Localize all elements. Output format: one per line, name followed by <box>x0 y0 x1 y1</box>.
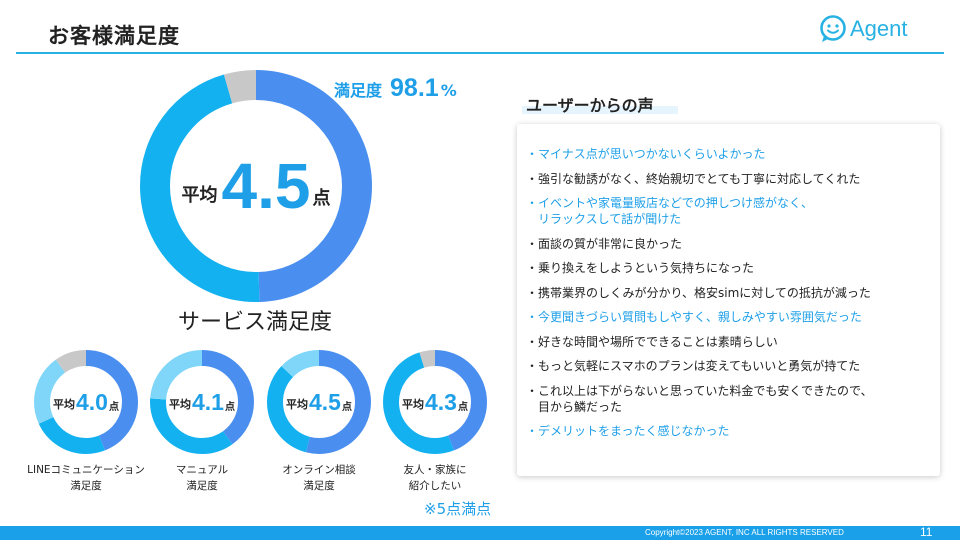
voice-list: ・マイナス点が思いつかないくらいよかった・強引な勧誘がなく、終始親切でとても丁寧… <box>526 146 936 448</box>
score-suffix: 点 <box>341 401 352 413</box>
line-communication-label: LINEコミュニケーション 満足度 <box>27 464 145 492</box>
score-suffix: 点 <box>224 401 235 413</box>
voice-item: ・携帯業界のしくみが分かり、格安simに対しての抵抗が減った <box>526 285 871 300</box>
service-satisfaction-title: サービス満足度 <box>178 310 333 335</box>
score-prefix: 平均 <box>169 397 191 411</box>
donut-slice-2 <box>34 350 138 454</box>
referral-score: 平均 4.3 点 <box>383 350 487 454</box>
voice-card <box>517 124 940 476</box>
line-communication-donut <box>34 350 138 454</box>
copyright-text: Copyright©2023 AGENT, INC ALL RIGHTS RES… <box>645 528 844 537</box>
score-prefix: 平均 <box>286 397 308 411</box>
score-prefix: 平均 <box>53 397 75 411</box>
voice-item: ・乗り換えをしようという気持ちになった <box>526 261 755 275</box>
online-consultation-donut <box>267 350 371 454</box>
voice-item: ・マイナス点が思いつかないくらいよかった <box>526 147 766 161</box>
overall-score: 平均 4.5 点 <box>140 70 372 302</box>
satisfaction-value: 98.1 <box>390 74 439 102</box>
donut-slice-3 <box>34 350 138 454</box>
donut-slice-2 <box>140 70 372 302</box>
score-value: 4.1 <box>192 388 224 415</box>
voice-item: ・イベントや家電量販店などでの押しつけ感がなく、 リラックスして話が聞けた <box>526 196 814 226</box>
donut-slice-4 <box>34 350 138 454</box>
voice-item: ・好きな時間や場所でできることは素晴らしい <box>526 334 778 349</box>
donut-slice-2 <box>150 350 254 454</box>
donut-slice-3 <box>383 350 487 454</box>
referral-label: 友人・家族に 紹介したい <box>403 464 467 492</box>
logo-text: Agent <box>850 16 908 41</box>
overall-score-prefix: 平均 <box>181 185 218 206</box>
voice-title: ユーザーからの声 <box>526 96 654 115</box>
footer-bar <box>0 526 960 540</box>
page-title: お客様満足度 <box>48 24 180 48</box>
manual-label: マニュアル 満足度 <box>175 464 229 492</box>
donut-slice-2 <box>267 350 371 454</box>
smile-chat-icon <box>820 15 846 42</box>
overall-score-suffix: 点 <box>312 188 331 209</box>
online-consultation-score: 平均 4.5 点 <box>267 350 371 454</box>
score-prefix: 平均 <box>402 397 424 411</box>
manual-donut <box>150 350 254 454</box>
donut-slice-3 <box>267 350 371 454</box>
voice-item: ・強引な勧誘がなく、終始親切でとても丁寧に対応してくれた <box>526 171 861 186</box>
voice-item: ・面談の質が非常に良かった <box>526 236 683 251</box>
agent-logo: Agent <box>818 14 908 44</box>
overall-score-donut <box>140 70 372 302</box>
scale-note: ※5点満点 <box>424 500 492 518</box>
online-consultation-label: オンライン相談 満足度 <box>282 464 356 492</box>
voice-item: ・デメリットをまったく感じなかった <box>526 424 730 438</box>
page-number: 11 <box>920 525 933 539</box>
score-suffix: 点 <box>108 401 119 413</box>
title-divider <box>16 52 944 54</box>
voice-item: ・これ以上は下がらないと思っていた料金でも安くできたので、 目から鱗だった <box>526 383 873 414</box>
score-suffix: 点 <box>457 401 468 413</box>
satisfaction-rate: 満足度 98.1 % <box>334 74 457 103</box>
manual-score: 平均 4.1 点 <box>150 350 254 454</box>
donut-slice-3 <box>140 70 372 302</box>
satisfaction-label: 満足度 <box>334 81 383 100</box>
score-value: 4.5 <box>309 388 341 415</box>
line-communication-score: 平均 4.0 点 <box>34 350 138 454</box>
donut-slice-2 <box>383 350 487 454</box>
score-value: 4.3 <box>425 388 457 415</box>
voice-item: ・今更聞きづらい質問もしやすく、親しみやすい雰囲気だった <box>526 310 862 324</box>
overall-score-value: 4.5 <box>221 150 311 222</box>
satisfaction-unit: % <box>440 81 457 100</box>
voice-item: ・もっと気軽にスマホのプランは変えてもいいと勇気が持てた <box>526 359 861 373</box>
voice-title-underline <box>522 106 678 114</box>
donut-slice-3 <box>150 350 254 454</box>
referral-donut <box>383 350 487 454</box>
score-value: 4.0 <box>76 388 108 415</box>
